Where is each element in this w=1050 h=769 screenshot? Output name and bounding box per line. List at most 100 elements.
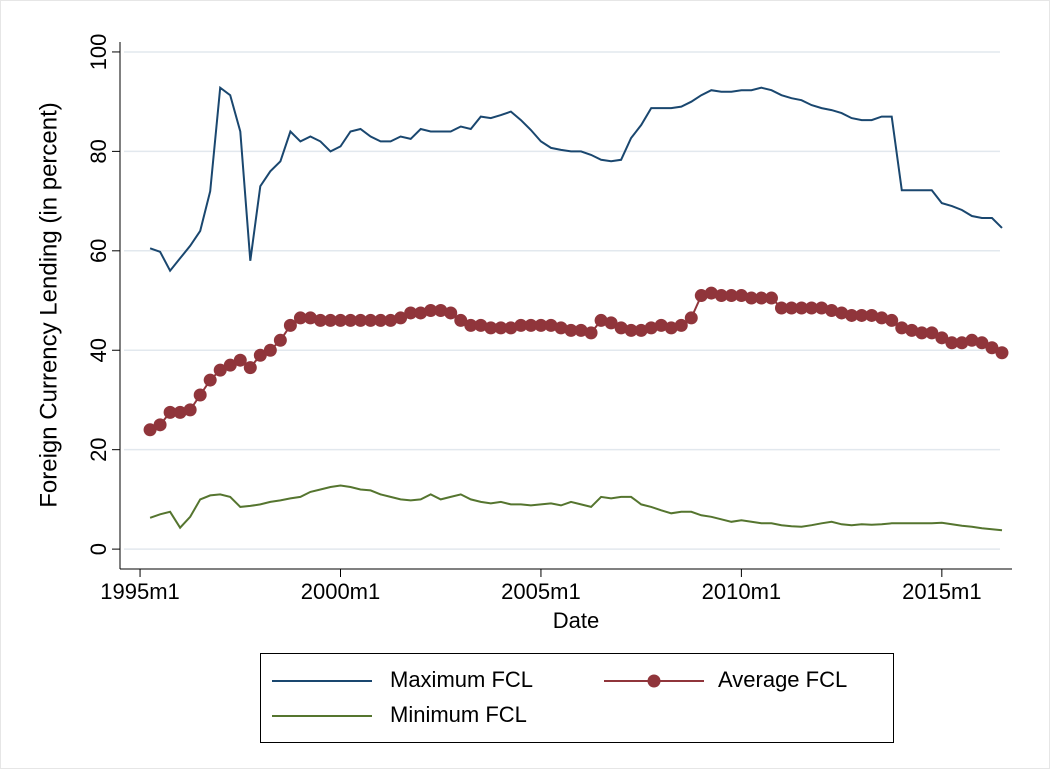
marker bbox=[404, 306, 418, 320]
marker bbox=[454, 313, 468, 327]
marker bbox=[785, 301, 799, 315]
marker bbox=[273, 333, 287, 347]
marker bbox=[333, 313, 347, 327]
marker bbox=[965, 333, 979, 347]
marker bbox=[494, 321, 508, 335]
x-tick-label: 2015m1 bbox=[902, 579, 982, 604]
marker bbox=[815, 301, 829, 315]
legend-marker bbox=[647, 674, 661, 688]
marker bbox=[744, 291, 758, 305]
marker bbox=[414, 306, 428, 320]
marker bbox=[354, 313, 368, 327]
marker bbox=[825, 303, 839, 317]
marker bbox=[684, 311, 698, 325]
marker bbox=[905, 323, 919, 337]
marker bbox=[344, 313, 358, 327]
marker bbox=[805, 301, 819, 315]
marker bbox=[895, 321, 909, 335]
marker bbox=[504, 321, 518, 335]
marker bbox=[223, 358, 237, 372]
marker bbox=[424, 303, 438, 317]
marker bbox=[925, 326, 939, 340]
marker bbox=[313, 313, 327, 327]
marker bbox=[624, 323, 638, 337]
marker bbox=[143, 423, 157, 437]
marker bbox=[564, 323, 578, 337]
marker bbox=[444, 306, 458, 320]
x-tick-label: 1995m1 bbox=[100, 579, 180, 604]
marker bbox=[935, 331, 949, 345]
marker bbox=[845, 308, 859, 322]
marker bbox=[173, 405, 187, 419]
marker bbox=[574, 323, 588, 337]
marker bbox=[293, 311, 307, 325]
marker bbox=[394, 311, 408, 325]
marker bbox=[193, 388, 207, 402]
marker bbox=[674, 318, 688, 332]
y-tick-label: 20 bbox=[86, 437, 111, 461]
marker bbox=[644, 321, 658, 335]
marker bbox=[153, 418, 167, 432]
marker bbox=[554, 321, 568, 335]
marker bbox=[263, 343, 277, 357]
y-axis-title: Foreign Currency Lending (in percent) bbox=[35, 102, 62, 508]
marker bbox=[253, 348, 267, 362]
marker bbox=[704, 286, 718, 300]
marker bbox=[724, 289, 738, 303]
marker bbox=[584, 326, 598, 340]
marker bbox=[865, 308, 879, 322]
x-tick-label: 2005m1 bbox=[501, 579, 581, 604]
marker bbox=[514, 318, 528, 332]
y-tick-label: 60 bbox=[86, 239, 111, 263]
legend-label: Average FCL bbox=[718, 667, 847, 692]
marker bbox=[323, 313, 337, 327]
y-tick-label: 40 bbox=[86, 338, 111, 362]
marker bbox=[213, 363, 227, 377]
x-tick-label: 2010m1 bbox=[702, 579, 782, 604]
y-tick-label: 100 bbox=[86, 34, 111, 71]
marker bbox=[875, 311, 889, 325]
marker bbox=[995, 346, 1009, 360]
marker bbox=[835, 306, 849, 320]
marker bbox=[524, 318, 538, 332]
marker bbox=[915, 326, 929, 340]
marker bbox=[975, 336, 989, 350]
marker bbox=[945, 336, 959, 350]
marker bbox=[694, 289, 708, 303]
marker bbox=[594, 313, 608, 327]
marker bbox=[233, 353, 247, 367]
marker bbox=[714, 289, 728, 303]
marker bbox=[634, 323, 648, 337]
marker bbox=[734, 289, 748, 303]
marker bbox=[754, 291, 768, 305]
marker bbox=[774, 301, 788, 315]
marker bbox=[955, 336, 969, 350]
series-line bbox=[149, 85, 1003, 273]
marker bbox=[885, 313, 899, 327]
marker bbox=[764, 291, 778, 305]
marker bbox=[614, 321, 628, 335]
marker bbox=[985, 341, 999, 355]
marker bbox=[464, 318, 478, 332]
marker bbox=[374, 313, 388, 327]
marker bbox=[795, 301, 809, 315]
marker bbox=[283, 318, 297, 332]
marker bbox=[474, 318, 488, 332]
marker bbox=[384, 313, 398, 327]
marker bbox=[654, 318, 668, 332]
y-tick-label: 80 bbox=[86, 139, 111, 163]
marker bbox=[604, 316, 618, 330]
legend-label: Minimum FCL bbox=[390, 702, 527, 727]
x-axis-title: Date bbox=[553, 608, 599, 633]
y-tick-label: 0 bbox=[86, 543, 111, 555]
legend bbox=[260, 653, 894, 743]
marker bbox=[855, 308, 869, 322]
marker bbox=[484, 321, 498, 335]
marker bbox=[203, 373, 217, 387]
legend-label: Maximum FCL bbox=[390, 667, 533, 692]
marker bbox=[183, 403, 197, 417]
series-line bbox=[149, 484, 1003, 532]
marker bbox=[303, 311, 317, 325]
marker bbox=[664, 321, 678, 335]
